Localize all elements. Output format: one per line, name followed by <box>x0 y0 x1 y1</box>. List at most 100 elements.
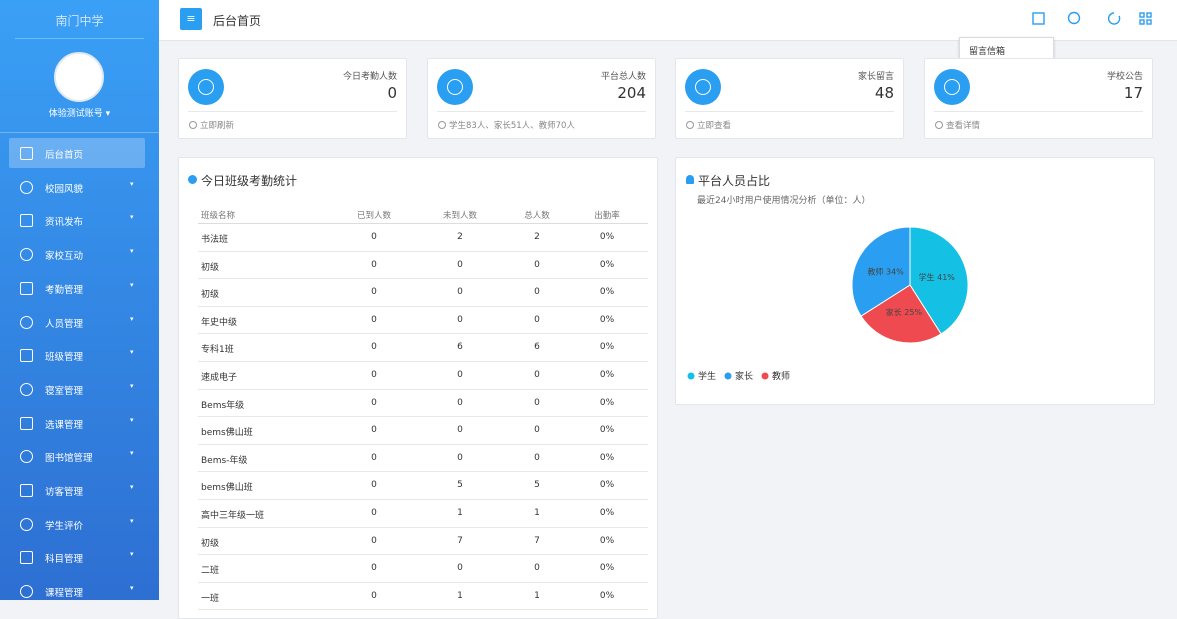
card-footer[interactable]: 立即查看 <box>697 121 732 131</box>
menu-icon <box>20 517 33 531</box>
card-label: 今日考勤人数 <box>342 72 397 82</box>
footer-icon <box>438 121 446 129</box>
table-cell: 初级 <box>201 290 220 301</box>
menu-caret: ▾ <box>130 179 134 188</box>
table-cell: 1 <box>457 590 463 601</box>
menu-caret: ▾ <box>130 449 134 458</box>
column-header: 班级名称 <box>201 211 236 221</box>
card-footer[interactable]: 查看详情 <box>946 121 981 131</box>
card-divider <box>437 111 646 112</box>
column-header: 总人数 <box>524 211 550 221</box>
stat-card: 家长留言 48 立即查看 <box>675 58 904 139</box>
menu-item[interactable]: 家校互动 ▾ <box>0 239 159 269</box>
menu-item[interactable]: 图书馆管理 ▾ <box>0 441 159 471</box>
menu-caret: ▾ <box>130 247 134 256</box>
menu-label: 访客管理 <box>45 487 84 498</box>
legend-label: 家长 <box>735 370 753 382</box>
menu-label: 校园风貌 <box>45 183 84 195</box>
table-cell: 0 <box>457 563 463 574</box>
menu-item[interactable]: 选课管理 ▾ <box>0 408 159 438</box>
table-cell: 0 <box>534 259 540 270</box>
menu-item[interactable]: 访客管理 ▾ <box>0 475 159 505</box>
menu-item[interactable]: 资讯发布 ▾ <box>0 205 159 235</box>
table-cell: 0% <box>599 535 615 546</box>
table-cell: 0 <box>371 342 377 353</box>
menu-item[interactable]: 科目管理 ▾ <box>0 542 159 572</box>
menu-label: 选课管理 <box>45 419 84 431</box>
menu-caret: ▾ <box>130 348 134 357</box>
table-row: Bems年级 0 0 0 0% <box>198 390 648 418</box>
legend-item: 教师 <box>761 370 790 382</box>
table-cell: 0% <box>599 480 615 491</box>
menu-caret: ▾ <box>130 280 134 289</box>
menu-icon <box>20 281 33 295</box>
table-row: 速成电子 0 0 0 0% <box>198 362 648 390</box>
menu-item[interactable]: 课程管理 ▾ <box>0 576 159 600</box>
table-cell: 0 <box>534 425 540 436</box>
table-cell: 0% <box>599 397 615 408</box>
legend-item: 家长 <box>724 370 753 382</box>
legend-swatch <box>687 372 695 380</box>
card-footer[interactable]: 立即刷新 <box>200 121 235 131</box>
menu-item[interactable]: 寝室管理 ▾ <box>0 374 159 404</box>
table-cell: 0 <box>371 397 377 408</box>
legend-label: 学生 <box>698 370 716 382</box>
card-divider <box>188 111 397 112</box>
footer-icon <box>189 121 197 129</box>
table-cell: 0% <box>599 508 615 518</box>
pie-chart: 学生 41%家长 25%教师 34%学生 家长 教师 <box>687 226 969 382</box>
table-cell: Bems年级 <box>201 400 245 411</box>
slice-label: 学生 41% <box>919 272 956 282</box>
table-cell: 高中三年级一班 <box>201 511 265 521</box>
theme-icon[interactable] <box>1067 11 1081 25</box>
menu-icon <box>20 315 33 329</box>
slice-name: 学生 <box>919 272 935 282</box>
table-cell: 0% <box>599 314 615 325</box>
icon-glyph <box>447 79 463 95</box>
table-cell: 0 <box>534 452 540 463</box>
table-cell: 1 <box>457 508 463 518</box>
menu-icon <box>20 147 33 160</box>
panel-title: 平台人员占比 <box>698 174 771 188</box>
menu-item[interactable]: 后台首页 <box>9 138 145 168</box>
table-row: bems佛山班 0 0 0 0% <box>198 417 648 445</box>
table-cell: 2 <box>457 232 463 242</box>
table-cell: 0 <box>534 370 540 380</box>
table-cell: 0 <box>371 563 377 574</box>
table-cell: 0 <box>371 452 377 463</box>
menu-label: 班级管理 <box>45 352 84 364</box>
table-row: bems佛山班 0 5 5 0% <box>198 472 648 500</box>
table-cell: 0 <box>457 370 463 380</box>
table-cell: 专科1班 <box>201 345 234 356</box>
menu-icon <box>20 248 33 262</box>
menu-item[interactable]: 考勤管理 ▾ <box>0 273 159 303</box>
panel-title: 今日班级考勤统计 <box>201 174 298 188</box>
menu-label: 课程管理 <box>45 588 84 600</box>
message-icon[interactable] <box>1032 12 1045 25</box>
menu-item[interactable]: 人员管理 ▾ <box>0 307 159 337</box>
apps-icon[interactable] <box>1139 12 1152 25</box>
table-cell: 0 <box>457 425 463 436</box>
table-cell: 0% <box>599 342 615 353</box>
card-divider <box>685 111 894 112</box>
menu-label: 人员管理 <box>45 318 84 330</box>
menu-item[interactable]: 班级管理 ▾ <box>0 340 159 370</box>
table-cell: 0 <box>457 397 463 408</box>
menu-icon <box>20 349 33 363</box>
menu-caret: ▾ <box>130 550 134 559</box>
account-menu[interactable]: 体验测试账号 ▾ <box>48 109 111 119</box>
menu-toggle[interactable]: ≡ <box>180 8 202 30</box>
table-cell: 0 <box>371 259 377 270</box>
table-cell: 7 <box>534 535 540 546</box>
refresh-icon[interactable] <box>1107 12 1121 25</box>
table-cell: 0 <box>371 314 377 325</box>
table-row: Bems-年级 0 0 0 0% <box>198 445 648 473</box>
table-cell: 0% <box>599 452 615 463</box>
stat-card: 今日考勤人数 0 立即刷新 <box>178 58 407 139</box>
card-value: 48 <box>874 84 894 102</box>
avatar[interactable] <box>54 52 104 102</box>
menu-item[interactable]: 校园风貌 ▾ <box>0 172 159 202</box>
legend-swatch <box>724 372 732 380</box>
card-icon <box>934 69 970 105</box>
menu-item[interactable]: 学生评价 ▾ <box>0 509 159 539</box>
